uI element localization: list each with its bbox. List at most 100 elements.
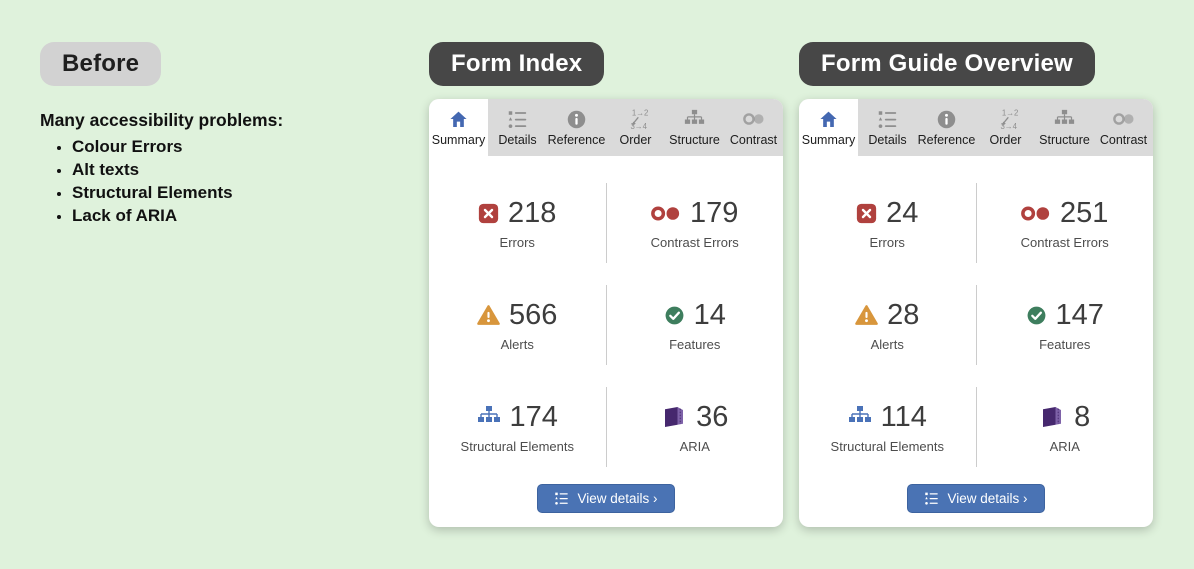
list-item: Structural Elements <box>72 183 410 203</box>
stat-structural-elements: 114 Structural Elements <box>799 376 976 478</box>
tab-label: Summary <box>431 133 486 147</box>
stat-value: 14 <box>693 298 726 331</box>
divider <box>605 285 607 365</box>
tab-label: Order <box>619 133 652 147</box>
tab-contrast[interactable]: Contrast <box>724 99 783 156</box>
stat-row: 218 Errors 179 Contrast Errors <box>429 172 783 274</box>
stat-alerts: 566 Alerts <box>429 274 606 376</box>
alert-icon <box>477 304 500 327</box>
stat-value: 147 <box>1055 298 1104 331</box>
tab-summary[interactable]: Summary <box>429 99 488 156</box>
tab-structure[interactable]: Structure <box>1035 99 1094 156</box>
view-details-button[interactable]: View details › <box>537 484 675 513</box>
list-icon <box>554 491 569 506</box>
tab-structure[interactable]: Structure <box>665 99 724 156</box>
stat-label: Contrast Errors <box>1020 234 1109 250</box>
stat-label: Structural Elements <box>460 438 574 454</box>
divider <box>975 387 977 467</box>
list-icon <box>924 491 939 506</box>
before-badge: Before <box>40 42 162 86</box>
tab-label: Details <box>868 133 907 147</box>
tab-label: Details <box>498 133 537 147</box>
tab-bar: Summary Details Reference Order Structur… <box>799 99 1153 156</box>
stat-label: Structural Elements <box>830 438 944 454</box>
stat-alerts: 28 Alerts <box>799 274 976 376</box>
structural-icon <box>848 405 872 429</box>
error-icon <box>856 203 877 224</box>
panel-title-badge: Form Guide Overview <box>799 42 1095 86</box>
tab-label: Contrast <box>729 133 778 147</box>
list-item: Alt texts <box>72 160 410 180</box>
panel-form-guide-overview: Form Guide Overview Summary Details Refe… <box>799 42 1153 527</box>
contrast-error-icon <box>1021 203 1051 224</box>
stat-label: Alerts <box>870 336 904 352</box>
tab-order[interactable]: Order <box>976 99 1035 156</box>
error-icon <box>478 203 499 224</box>
aria-icon <box>1039 405 1065 429</box>
stat-aria: 8 ARIA <box>977 376 1154 478</box>
stat-errors: 24 Errors <box>799 172 976 274</box>
list-item: Colour Errors <box>72 137 410 157</box>
stat-row: 566 Alerts 14 Features <box>429 274 783 376</box>
tab-label: Reference <box>547 133 606 147</box>
stats-grid: 218 Errors 179 Contrast Errors <box>429 156 783 478</box>
panel-title-badge: Form Index <box>429 42 605 86</box>
stat-row: 24 Errors 251 Contrast Errors <box>799 172 1153 274</box>
stat-features: 14 Features <box>607 274 784 376</box>
stat-value: 36 <box>696 400 729 433</box>
stat-row: 114 Structural Elements 8 ARIA <box>799 376 1153 478</box>
feature-icon <box>664 305 685 326</box>
stat-label: ARIA <box>1049 438 1080 454</box>
stat-row: 174 Structural Elements 36 ARIA <box>429 376 783 478</box>
view-details-label: View details › <box>577 491 658 506</box>
tab-summary[interactable]: Summary <box>799 99 858 156</box>
stats-grid: 24 Errors 251 Contrast Errors <box>799 156 1153 478</box>
stat-aria: 36 ARIA <box>607 376 784 478</box>
divider <box>975 285 977 365</box>
wave-summary-card: Summary Details Reference Order Structur… <box>799 99 1153 527</box>
tab-label: Structure <box>1039 133 1090 147</box>
wave-summary-card: Summary Details Reference Order Structur… <box>429 99 783 527</box>
stat-features: 147 Features <box>977 274 1154 376</box>
contrast-error-icon <box>651 203 681 224</box>
tab-bar: Summary Details Reference Order Structur… <box>429 99 783 156</box>
feature-icon <box>1026 305 1047 326</box>
list-icon <box>877 108 898 130</box>
contrast-icon <box>1112 108 1136 130</box>
stat-label: ARIA <box>679 438 710 454</box>
tab-reference[interactable]: Reference <box>917 99 976 156</box>
stat-contrast-errors: 251 Contrast Errors <box>977 172 1154 274</box>
contrast-icon <box>742 108 766 130</box>
stat-label: Errors <box>869 234 905 250</box>
stat-value: 179 <box>690 196 739 229</box>
alert-icon <box>855 304 878 327</box>
tab-contrast[interactable]: Contrast <box>1094 99 1153 156</box>
list-icon <box>507 108 528 130</box>
stat-value: 174 <box>509 400 558 433</box>
intro-section: Before Many accessibility problems: Colo… <box>40 42 410 229</box>
structure-icon <box>684 108 705 130</box>
tab-details[interactable]: Details <box>858 99 917 156</box>
stat-value: 566 <box>509 298 558 331</box>
tab-label: Summary <box>801 133 856 147</box>
tab-reference[interactable]: Reference <box>547 99 606 156</box>
tab-order[interactable]: Order <box>606 99 665 156</box>
order-icon <box>624 108 648 130</box>
stat-label: Features <box>1039 336 1091 352</box>
structural-icon <box>477 405 501 429</box>
divider <box>975 183 977 263</box>
stat-label: Errors <box>499 234 535 250</box>
view-details-button[interactable]: View details › <box>907 484 1045 513</box>
view-details-label: View details › <box>947 491 1028 506</box>
stat-row: 28 Alerts 147 Features <box>799 274 1153 376</box>
stat-label: Alerts <box>500 336 534 352</box>
intro-heading: Many accessibility problems: <box>40 110 284 130</box>
structure-icon <box>1054 108 1075 130</box>
stat-label: Features <box>669 336 721 352</box>
tab-label: Reference <box>917 133 976 147</box>
stat-value: 8 <box>1074 400 1091 433</box>
tab-details[interactable]: Details <box>488 99 547 156</box>
home-icon <box>818 108 839 130</box>
info-icon <box>566 108 587 130</box>
list-item: Lack of ARIA <box>72 206 410 226</box>
